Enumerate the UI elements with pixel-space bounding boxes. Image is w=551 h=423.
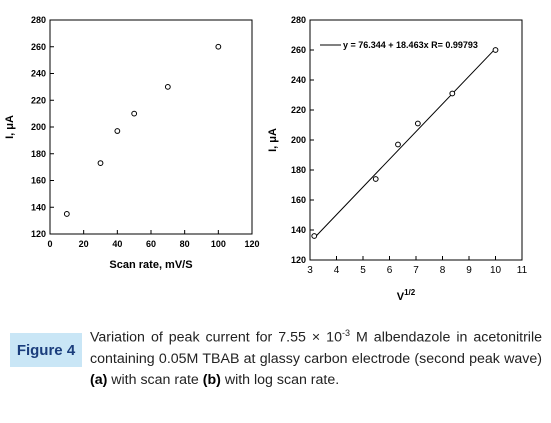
chart-a-y-tick-label: 120 (31, 229, 46, 239)
chart-b-x-tick-label: 7 (413, 265, 419, 276)
chart-b-legend: y = 76.344 + 18.463x R= 0.99793 (320, 40, 478, 50)
chart-b-x-tick-label: 9 (466, 265, 472, 276)
chart-b-x-tick-label: 6 (387, 265, 393, 276)
chart-a-data-point (215, 43, 222, 50)
chart-a-y-tick-label: 260 (31, 42, 46, 52)
chart-b-x-axis-label: V1/2 (397, 288, 416, 303)
chart-a-y-tick-label: 240 (31, 69, 46, 79)
chart-b-x-tick-label: 4 (334, 265, 340, 276)
chart-a-frame (49, 19, 253, 235)
chart-b-fit-line (313, 48, 496, 239)
chart-a-x-tick-label: 60 (146, 239, 156, 249)
chart-a-ticks: 0 20 40 60 80 100 120 120 140 160 180 200 220 240 260 2… (31, 15, 260, 249)
chart-b-x-tick-label: 10 (490, 265, 502, 276)
chart-b-ticks: 3 4 5 6 7 8 9 10 11 120 140 160 180 200 220 240 260 280 (291, 15, 528, 276)
chart-a-data-point (97, 160, 104, 167)
chart-b-x-tick-label: 5 (360, 265, 366, 276)
chart-a-y-tick-label: 280 (31, 15, 46, 25)
chart-a-x-axis-label: Scan rate, mV/S (109, 259, 192, 271)
chart-b-y-tick-label: 240 (291, 75, 306, 85)
figure-label-badge: Figure 4 (10, 333, 82, 367)
chart-a-x-tick-label: 120 (244, 239, 259, 249)
chart-b-data-point (492, 47, 499, 53)
chart-b-y-tick-label: 280 (291, 15, 306, 25)
chart-b-data-point (414, 120, 421, 127)
chart-a-y-tick-label: 220 (31, 95, 46, 105)
chart-a-x-tick-label: 80 (180, 239, 190, 249)
chart-a-points (63, 43, 222, 217)
chart-b-x-tick-label: 11 (517, 265, 528, 276)
chart-a-data-point (131, 110, 138, 117)
caption-text: Variation of peak current for 7.55 × 10-… (90, 328, 542, 388)
chart-b-x-tick-label: 3 (307, 265, 313, 276)
chart-b-data-point (449, 90, 456, 97)
chart-a-y-tick-label: 200 (31, 122, 46, 132)
chart-b-log-scan-rate: 3 4 5 6 7 8 9 10 11 120 140 160 180 200 220 240 260 280 y… (267, 15, 528, 303)
chart-b-y-tick-label: 220 (291, 105, 306, 115)
chart-b-y-tick-label: 120 (291, 255, 306, 265)
chart-b-legend-text: y = 76.344 + 18.463x R= 0.99793 (343, 40, 478, 50)
chart-b-y-tick-label: 260 (291, 45, 306, 55)
chart-a-y-tick-label: 140 (31, 202, 46, 212)
chart-b-data-point (372, 176, 379, 182)
chart-b-data-point (311, 233, 318, 239)
chart-b-y-tick-label: 160 (291, 195, 306, 205)
chart-b-points (311, 47, 499, 239)
chart-a-x-tick-label: 40 (112, 239, 122, 249)
chart-b-y-tick-label: 140 (291, 225, 306, 235)
chart-a-y-axis-label: I, μA (4, 115, 16, 139)
figure-caption: Figure 4 Variation of peak current for 7… (10, 323, 545, 423)
chart-a-data-point (63, 211, 70, 217)
chart-b-y-tick-label: 200 (291, 135, 306, 145)
chart-b-frame (309, 19, 523, 261)
chart-a-scan-rate: 0 20 40 60 80 100 120 120 140 160 180 200 220 240 260 2… (4, 15, 260, 271)
chart-a-y-tick-label: 160 (31, 176, 46, 186)
figure-4-charts: 0 20 40 60 80 100 120 120 140 160 180 200 220 240 260 2… (4, 15, 528, 303)
chart-b-y-axis-label: I, μA (267, 128, 279, 152)
chart-b-data-point (395, 141, 401, 148)
chart-b-x-tick-label: 8 (440, 265, 446, 276)
chart-a-y-tick-label: 180 (31, 149, 46, 159)
chart-a-x-tick-label: 0 (47, 239, 52, 249)
chart-a-data-point (164, 83, 171, 90)
chart-a-x-tick-label: 100 (211, 239, 226, 249)
chart-a-data-point (114, 128, 121, 134)
chart-a-x-tick-label: 20 (79, 239, 89, 249)
chart-b-y-tick-label: 180 (291, 165, 306, 175)
